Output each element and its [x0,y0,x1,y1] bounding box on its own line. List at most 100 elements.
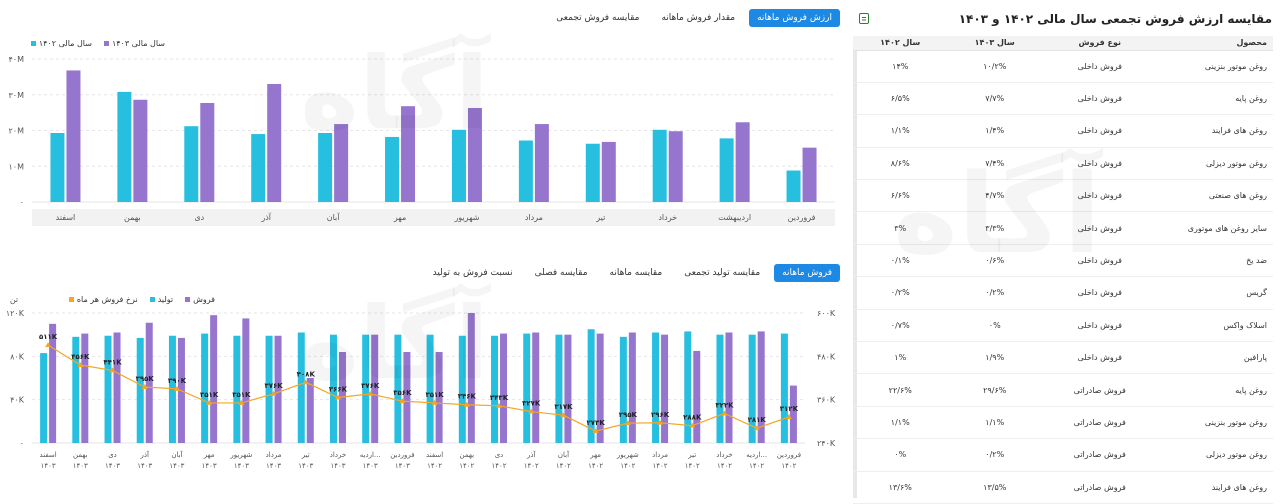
rate-point [689,422,696,428]
bar [518,140,533,202]
legend-item-sales[interactable]: فروش [185,295,215,304]
bar [458,335,466,443]
x-tick-label: دی [194,213,204,222]
tab-monthly-sales[interactable]: فروش ماهانه [774,264,840,282]
x-tick-label: اسفند [40,451,57,459]
x-tick-label: اسفند [426,451,443,459]
x-tick-year: ۱۴۰۲ [427,462,442,470]
x-tick-year: ۱۴۰۲ [717,462,732,470]
header-sale-type[interactable]: نوع فروش [1042,36,1158,51]
cell-year-1402: ۱/۱% [853,114,948,148]
cell-sale-type: فروش داخلی [1042,82,1158,116]
bar [601,141,616,202]
y-tick-label: ۳۰M [9,91,25,100]
rate-label: ۳۷۶K [361,382,380,390]
bar [725,332,733,443]
bar [50,133,65,202]
legend-item-rate[interactable]: نرخ فروش هر ماه [68,295,138,304]
rate-point [431,399,438,405]
rate-line [47,344,790,432]
cell-product: روغن پایه [1157,82,1273,116]
cell-year-1402: ۸/۶% [853,147,948,181]
cell-year-1402: ۱۳/۶% [853,471,948,504]
bar [467,107,482,202]
excel-export-icon[interactable] [859,13,869,24]
tab-cumulative-sales-comparison[interactable]: مقایسه فروش تجمعی [556,13,640,23]
bottom-chart-legend: فروش تولید نرخ فروش هر ماه [68,295,215,304]
cell-product: روغن پایه [1157,373,1273,407]
bar [274,335,282,443]
bar [329,334,337,443]
tab-seasonal-comparison[interactable]: مقایسه فصلی [534,268,588,278]
header-year-1403[interactable]: سال ۱۴۰۳ [947,36,1042,51]
x-tick-label: مهر [589,451,601,459]
table-row: روغن های صنعتی فروش داخلی ۴/۷% ۶/۶% [853,179,1273,213]
bar [719,138,734,202]
bar [233,335,241,443]
legend-swatch [30,41,36,46]
bar [117,91,132,202]
panel-title: مقایسه ارزش فروش تجمعی سال مالی ۱۴۰۲ و ۱… [958,12,1272,26]
bar [661,334,669,443]
y-tick-label-left: ۸۰K [10,352,25,361]
rate-label: ۲۹۵K [619,411,638,419]
x-tick-year: ۱۴۰۲ [588,462,603,470]
monthly-sales-chart: تن ۰ ۴۰K ۸۰K ۱۲۰K ۲۴۰K ۳۶۰K ۴۸۰K ۶۰۰K فروردین ۱۴۰۲… [6,295,836,470]
cell-year-1402: ۱/۱% [853,406,948,440]
y-axis-unit-label: تن [10,295,18,304]
x-tick-label: بهمن [73,451,88,459]
bar [201,333,209,443]
rate-label: ۴۵۶K [71,353,90,361]
legend-item-1403[interactable]: سال مالی ۱۴۰۳ [103,39,165,48]
tab-cumulative-production[interactable]: مقایسه تولید تجمعی [684,268,761,278]
header-product[interactable]: محصول [1157,36,1273,51]
table-row: روغن های فرایند فروش صادراتی ۱۳/۵% ۱۳/۶% [853,471,1273,504]
x-tick-year: ۱۴۰۲ [556,462,571,470]
table-row: گریس فروش داخلی ۰/۲% ۰/۲% [853,276,1273,310]
rate-point [528,408,535,414]
legend-item-production[interactable]: تولید [149,295,174,304]
x-tick-label: مرداد [266,451,282,459]
x-tick-label: آذر [140,450,150,459]
cell-sale-type: فروش داخلی [1042,309,1158,343]
cumulative-comparison-panel: مقایسه ارزش فروش تجمعی سال مالی ۱۴۰۲ و ۱… [853,0,1280,504]
legend-label: سال مالی ۱۴۰۳ [111,39,165,48]
cell-product: روغن موتور بنزینی [1157,50,1273,83]
tab-sales-to-production[interactable]: نسبت فروش به تولید [432,268,513,278]
x-tick-label: آذر [260,212,271,222]
top-chart-legend: سال مالی ۱۴۰۳ سال مالی ۱۴۰۲ [30,39,165,48]
bar [136,337,144,443]
cell-year-1402: ۰% [853,438,948,472]
bar [49,323,57,443]
x-tick-label: مرداد [525,213,543,222]
x-tick-label: شهریور [616,451,639,459]
rate-label: ۳۹۵K [136,375,155,383]
tab-sales-value-monthly[interactable]: ارزش فروش ماهانه [749,9,840,27]
x-tick-year: ۱۴۰۲ [491,462,506,470]
cell-year-1403: ۱۳/۵% [947,471,1042,504]
table-row: روغن های فرایند فروش داخلی ۱/۴% ۱/۱% [853,114,1273,148]
cell-product: روغن های صنعتی [1157,179,1273,213]
rate-point [173,385,180,391]
x-tick-year: ۱۴۰۳ [234,462,249,470]
x-tick-label: شهریور [453,213,479,222]
legend-item-1402[interactable]: سال مالی ۱۴۰۲ [30,39,92,48]
table-row: ضد یخ فروش داخلی ۰/۶% ۰/۱% [853,244,1273,278]
rate-label: ۳۵۱K [425,391,444,399]
x-tick-label: تیر [301,451,310,459]
cell-year-1403: ۰/۲% [947,438,1042,472]
tab-sales-quantity-monthly[interactable]: مقدار فروش ماهانه [661,13,736,23]
x-tick-label: خرداد [330,451,346,459]
bar [500,333,508,443]
x-tick-label: دی [495,451,504,459]
table-row: اسلاک واکس فروش داخلی ۰% ۰/۷% [853,309,1273,343]
tab-monthly-comparison[interactable]: مقایسه ماهانه [609,268,663,278]
rate-label: ۲۷۳K [587,419,606,427]
bar [394,334,402,443]
cell-sale-type: فروش داخلی [1042,341,1158,375]
legend-label: تولید [157,295,174,304]
cell-sale-type: فروش داخلی [1042,50,1158,83]
header-year-1402[interactable]: سال ۱۴۰۲ [853,36,948,51]
x-tick-label: مهر [393,213,406,222]
bar [564,334,572,443]
